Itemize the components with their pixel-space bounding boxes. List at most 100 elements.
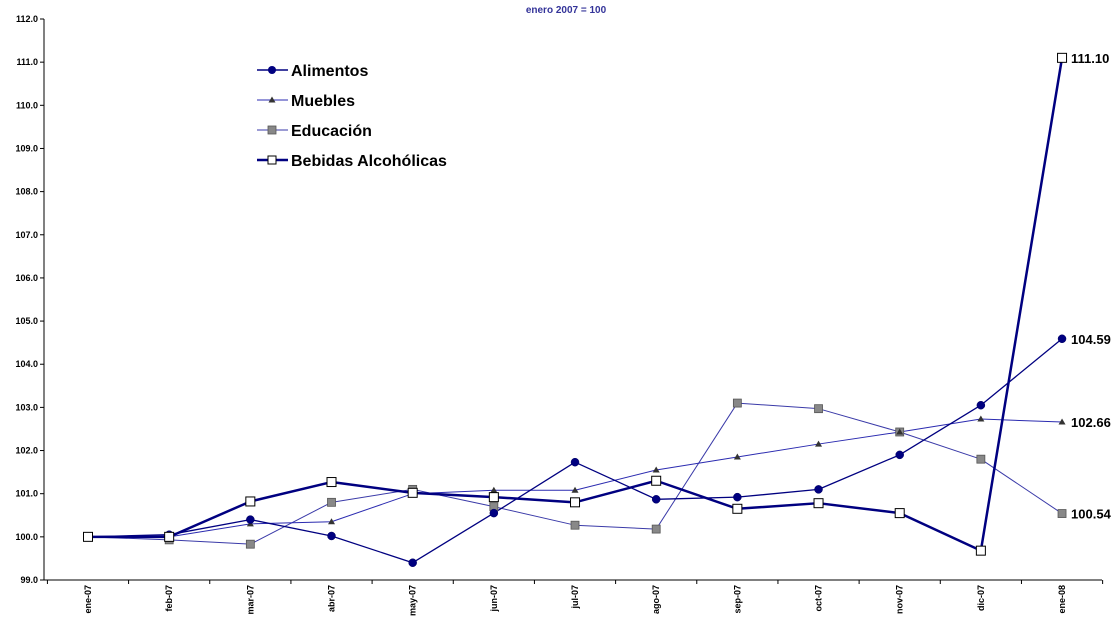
x-tick-label: ene-07 [83, 585, 93, 614]
x-tick-label: ago-07 [651, 585, 661, 614]
legend: Alimentos Muebles Educación Bebidas Alco… [257, 63, 447, 170]
y-tick-label: 110.0 [16, 100, 38, 110]
point-muebles [571, 486, 579, 493]
point-bebidas-alcoholicas [164, 531, 175, 542]
y-tick-label: 105.0 [15, 316, 38, 326]
point-educacion [732, 398, 742, 408]
y-tick-label: 103.0 [15, 402, 38, 412]
x-tick-group: ene-07 [83, 585, 93, 614]
y-tick-label: 108.0 [15, 187, 38, 197]
x-tick-group: nov-07 [895, 585, 905, 614]
x-tick-label: mar-07 [245, 585, 255, 615]
y-tick-label: 100.0 [15, 532, 38, 542]
legend-marker-alimentos [268, 66, 276, 74]
x-tick-label: oct-07 [814, 585, 824, 612]
y-tick-label: 106.0 [15, 273, 38, 283]
point-muebles [896, 428, 904, 435]
point-bebidas-alcoholicas [651, 475, 662, 486]
x-tick-label: feb-07 [164, 585, 174, 612]
series-line-muebles [88, 418, 1063, 538]
legend-marker-bebidas-alcoholicas [267, 155, 277, 165]
legend-label-educacion: Educación [291, 123, 372, 140]
legend-item-bebidas-alcoholicas: Bebidas Alcohólicas [257, 153, 447, 170]
y-tick-label: 107.0 [15, 230, 38, 240]
point-alimentos [1057, 334, 1067, 344]
x-tick-group: dic-07 [976, 585, 986, 611]
x-tick-label: nov-07 [895, 585, 905, 614]
x-tick-group: ago-07 [651, 585, 661, 614]
point-educacion [814, 404, 823, 414]
point-bebidas-alcoholicas [732, 503, 743, 514]
point-educacion [245, 539, 255, 549]
point-bebidas-alcoholicas [407, 487, 418, 498]
x-tick-label: may-07 [408, 585, 418, 616]
end-label-111-10: 111.10 [1071, 51, 1109, 66]
x-tick-group: jun-07 [489, 585, 499, 613]
x-tick-group: sep-07 [732, 585, 742, 614]
x-tick-label: jul-07 [570, 585, 580, 610]
y-tick-label: 99.0 [20, 575, 38, 585]
legend-label-alimentos: Alimentos [291, 63, 368, 80]
x-tick-group: may-07 [408, 585, 418, 616]
x-tick-label: sep-07 [732, 585, 742, 614]
point-educacion [1057, 509, 1067, 518]
x-tick-group: oct-07 [814, 585, 824, 612]
point-muebles [328, 518, 336, 525]
point-alimentos [976, 400, 986, 410]
point-alimentos [489, 508, 499, 518]
end-label-104-59: 104.59 [1071, 332, 1111, 347]
point-alimentos [570, 457, 580, 467]
legend-label-muebles: Muebles [291, 93, 355, 110]
y-ticks: 99.0 100.0 101.0 102.0 103.0 104.0 105.0 106.0 1… [15, 14, 44, 585]
y-tick-label: 102.0 [15, 446, 38, 456]
x-tick-group: jul-07 [570, 585, 580, 610]
point-alimentos [651, 495, 661, 504]
point-alimentos [327, 531, 336, 541]
end-labels: 111.10 104.59 102.66 100.54 [1071, 51, 1112, 522]
series-line-bebidas-alcoholicas [88, 57, 1064, 552]
chart-subtitle: enero 2007 = 100 [526, 5, 607, 16]
legend-item-muebles: Muebles [257, 93, 355, 110]
point-muebles [977, 415, 985, 422]
point-bebidas-alcoholicas [83, 531, 93, 542]
point-muebles [490, 486, 498, 493]
x-tick-group: ene-08 [1057, 585, 1067, 614]
x-tick-label: abr-07 [327, 585, 337, 612]
point-alimentos [895, 450, 904, 460]
x-tick-label: dic-07 [976, 585, 986, 611]
point-educacion [976, 454, 986, 464]
end-label-100-54: 100.54 [1071, 507, 1112, 522]
point-muebles [733, 453, 741, 460]
point-educacion [570, 520, 580, 530]
point-muebles [815, 440, 823, 447]
point-muebles [1058, 418, 1066, 425]
legend-marker-educacion [267, 125, 277, 135]
series-markers [83, 52, 1068, 567]
point-muebles [652, 466, 660, 473]
legend-item-educacion: Educación [257, 123, 372, 140]
x-tick-group: abr-07 [327, 585, 337, 612]
point-alimentos [814, 485, 823, 494]
x-tick-label: ene-08 [1057, 585, 1067, 614]
end-label-102-66: 102.66 [1071, 415, 1111, 430]
point-bebidas-alcoholicas [488, 492, 499, 503]
legend-item-alimentos: Alimentos [257, 63, 368, 80]
axes [43, 19, 1102, 581]
point-bebidas-alcoholicas [570, 497, 581, 508]
y-tick-label: 101.0 [15, 489, 38, 499]
y-tick-label: 104.0 [15, 359, 38, 369]
point-educacion [327, 497, 336, 507]
legend-label-bebidas-alcoholicas: Bebidas Alcohólicas [291, 153, 447, 170]
x-tick-group: mar-07 [245, 585, 255, 615]
point-bebidas-alcoholicas [813, 498, 824, 509]
point-educacion [651, 524, 661, 534]
y-tick-label: 112.0 [16, 14, 38, 24]
x-tick-label: jun-07 [489, 585, 499, 613]
x-tick-group: feb-07 [164, 585, 174, 612]
y-tick-label: 111.0 [16, 57, 38, 67]
point-bebidas-alcoholicas [245, 496, 256, 507]
x-ticks: ene-07 feb-07 mar-07 abr-07 may-07 jun-07 jul-… [46, 580, 1104, 616]
point-bebidas-alcoholicas [1057, 52, 1068, 63]
